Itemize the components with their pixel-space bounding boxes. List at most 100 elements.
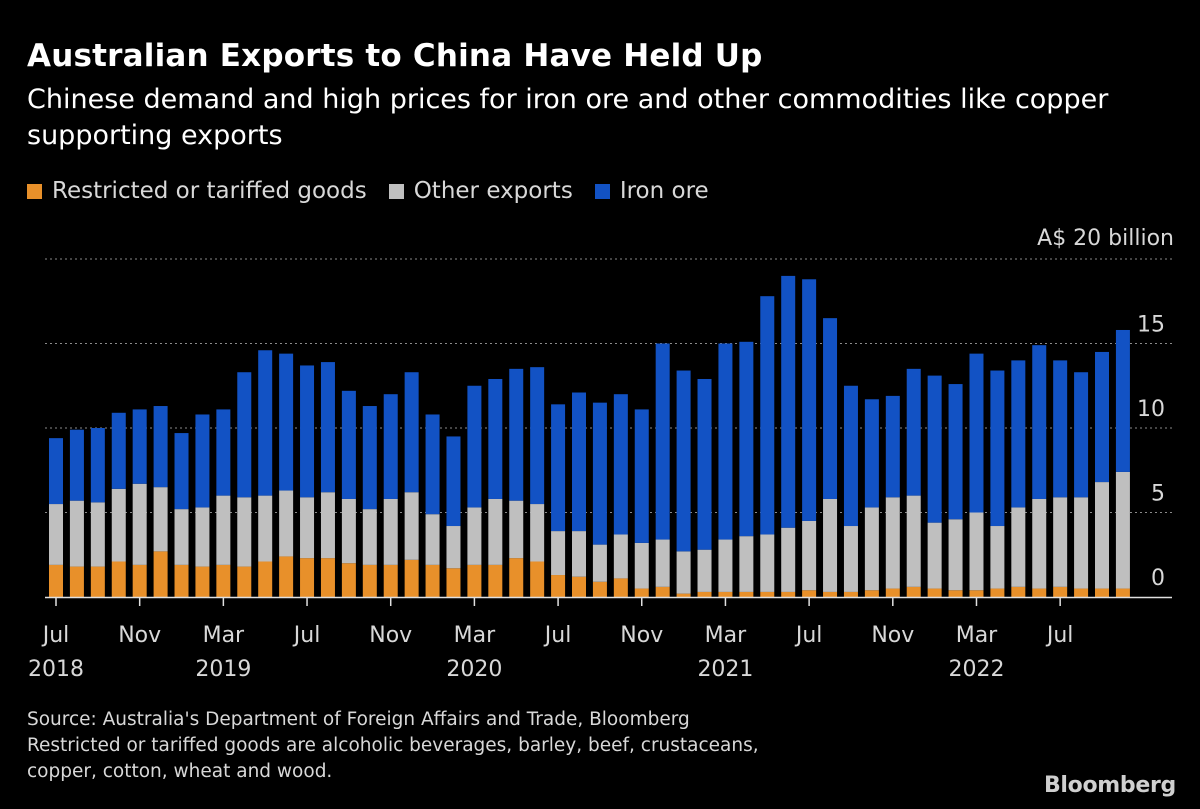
bar-2021-08-series-2 xyxy=(823,318,838,499)
bar-2020-06-series-1 xyxy=(530,504,545,562)
bar-2018-12-series-0 xyxy=(153,551,168,597)
bar-2022-06-series-1 xyxy=(1032,498,1047,589)
legend-label-other-exports: Other exports xyxy=(413,178,573,204)
bar-2020-12-series-1 xyxy=(655,539,670,587)
bar-2020-05-series-0 xyxy=(509,558,524,597)
bar-2021-03-series-2 xyxy=(718,343,733,540)
y-tick-label-0: 0 xyxy=(1151,566,1165,591)
bar-2020-02-series-1 xyxy=(446,526,461,569)
source-note: Source: Australia's Department of Foreig… xyxy=(27,709,690,730)
bar-2019-01-series-1 xyxy=(174,509,189,565)
bar-2019-07-series-0 xyxy=(300,558,315,597)
bar-2020-07-series-0 xyxy=(551,575,566,597)
bar-2020-07-series-2 xyxy=(551,404,566,532)
bar-2020-07-series-1 xyxy=(551,531,566,576)
bar-2022-04-series-1 xyxy=(990,526,1005,589)
bar-2019-12-series-0 xyxy=(404,559,419,597)
x-tick-label-year-2022: 2022 xyxy=(948,657,1004,682)
bar-2021-11-series-1 xyxy=(885,497,900,589)
bar-2019-12-series-1 xyxy=(404,492,419,560)
bar-2018-10-series-1 xyxy=(111,488,126,562)
bar-2020-01-series-0 xyxy=(425,564,440,597)
bloomberg-logo: Bloomberg xyxy=(1043,773,1176,798)
definition-note-line-1: Restricted or tariffed goods are alcohol… xyxy=(27,735,759,756)
chart-subtitle: Chinese demand and high prices for iron … xyxy=(27,84,1109,151)
x-tick-label-month-0: Jul xyxy=(41,623,70,648)
x-tick-label-year-2021: 2021 xyxy=(697,657,753,682)
bar-2019-05-series-0 xyxy=(258,561,273,597)
bar-2021-05-series-0 xyxy=(760,591,775,597)
bar-2021-12-series-2 xyxy=(906,368,921,496)
bar-2019-06-series-0 xyxy=(279,556,294,597)
bar-2018-12-series-1 xyxy=(153,487,168,552)
bar-2021-10-series-1 xyxy=(864,507,879,591)
bar-2019-02-series-0 xyxy=(195,566,210,597)
bar-2019-08-series-1 xyxy=(320,492,335,559)
definition-note-line-2: copper, cotton, wheat and wood. xyxy=(27,761,333,782)
bar-2020-10-series-0 xyxy=(613,578,628,597)
bar-2019-08-series-0 xyxy=(320,558,335,597)
bar-2020-01-series-2 xyxy=(425,414,440,515)
bar-2020-04-series-0 xyxy=(488,564,503,597)
bar-2020-02-series-2 xyxy=(446,436,461,527)
bar-2020-11-series-0 xyxy=(634,588,649,597)
bar-2021-07-series-0 xyxy=(802,590,817,597)
bar-2019-08-series-2 xyxy=(320,362,335,493)
x-tick-label-month-36: Jul xyxy=(794,623,823,648)
bar-2022-02-series-0 xyxy=(948,590,963,597)
y-tick-label-15: 15 xyxy=(1137,313,1165,338)
bar-2019-01-series-2 xyxy=(174,433,189,510)
bar-2018-08-series-1 xyxy=(69,500,84,567)
bar-2018-08-series-0 xyxy=(69,566,84,597)
legend-swatch-iron-ore xyxy=(594,183,610,199)
bar-2022-01-series-2 xyxy=(927,375,942,523)
bar-2022-01-series-0 xyxy=(927,588,942,597)
bar-2020-03-series-1 xyxy=(467,507,482,565)
bar-2021-10-series-0 xyxy=(864,590,879,597)
y-tick-label-5: 5 xyxy=(1151,482,1165,507)
bar-2022-07-series-0 xyxy=(1053,586,1068,597)
bar-2021-10-series-2 xyxy=(864,399,879,508)
legend-item-other-exports: Other exports xyxy=(388,178,573,204)
bar-2021-01-series-1 xyxy=(676,551,691,594)
bar-2021-11-series-0 xyxy=(885,588,900,597)
bar-2019-04-series-0 xyxy=(237,566,252,597)
bar-2018-11-series-2 xyxy=(132,409,147,484)
bar-2021-05-series-2 xyxy=(760,296,775,535)
bar-2022-09-series-2 xyxy=(1095,351,1109,483)
bar-2020-11-series-2 xyxy=(634,409,649,543)
bar-2018-07-series-0 xyxy=(49,564,63,597)
bar-2022-01-series-1 xyxy=(927,522,942,589)
bar-2020-05-series-2 xyxy=(509,368,524,501)
bar-2020-09-series-0 xyxy=(592,581,607,597)
bar-2021-05-series-1 xyxy=(760,534,775,592)
x-tick-label-month-4: Nov xyxy=(118,623,161,648)
chart-title: Australian Exports to China Have Held Up xyxy=(27,38,763,74)
bar-2022-02-series-2 xyxy=(948,384,963,520)
stacked-bar-chart: A$ 20 billion 0 5 10 15 Jul 2018 Nov Mar 2019 Jul N… xyxy=(28,226,1174,682)
bar-2021-09-series-2 xyxy=(843,385,858,527)
bar-2021-06-series-2 xyxy=(781,275,796,528)
bar-2018-10-series-2 xyxy=(111,412,126,489)
bar-2022-05-series-1 xyxy=(1011,507,1026,587)
bar-2020-12-series-2 xyxy=(655,343,670,540)
y-tick-label-10: 10 xyxy=(1137,397,1165,422)
bar-2018-11-series-1 xyxy=(132,483,147,565)
bar-2020-10-series-1 xyxy=(613,534,628,579)
bar-2019-09-series-1 xyxy=(341,498,356,564)
legend-item-iron-ore: Iron ore xyxy=(594,178,709,204)
bar-2022-07-series-2 xyxy=(1053,360,1068,498)
bar-2021-01-series-2 xyxy=(676,370,691,552)
bar-2022-05-series-0 xyxy=(1011,586,1026,597)
x-tick-label-month-20: Mar xyxy=(454,623,496,648)
x-tick-label-month-40: Nov xyxy=(871,623,914,648)
bar-2019-11-series-1 xyxy=(383,498,398,565)
x-tick-label-year-2019: 2019 xyxy=(195,657,251,682)
bar-2022-03-series-0 xyxy=(969,590,984,597)
bar-2022-10-series-0 xyxy=(1115,588,1130,597)
bar-2019-04-series-1 xyxy=(237,497,252,567)
bar-2019-12-series-2 xyxy=(404,372,419,493)
bar-2020-08-series-0 xyxy=(572,576,586,597)
bar-2018-10-series-0 xyxy=(111,561,126,597)
bar-2022-03-series-2 xyxy=(969,353,984,513)
